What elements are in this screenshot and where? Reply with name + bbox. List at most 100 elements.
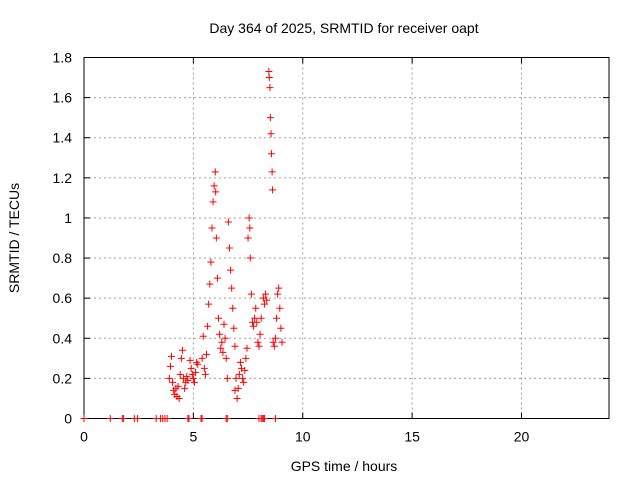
plot-frame	[83, 57, 610, 419]
data-point	[181, 384, 189, 392]
y-axis-label: SRMTID / TECUs	[6, 183, 22, 293]
data-point	[210, 182, 218, 190]
data-point	[269, 338, 277, 346]
data-point	[246, 254, 254, 262]
data-point	[201, 370, 209, 378]
data-point	[225, 244, 233, 252]
data-point	[275, 284, 283, 292]
data-point	[276, 304, 284, 312]
data-point	[263, 296, 271, 304]
data-point	[228, 284, 236, 292]
data-point	[212, 234, 220, 242]
data-point	[165, 374, 173, 382]
data-point	[208, 224, 216, 232]
data-point	[207, 258, 215, 266]
data-point	[176, 370, 184, 378]
data-point	[198, 354, 206, 362]
data-point	[273, 314, 280, 322]
data-point	[243, 344, 251, 352]
data-point	[267, 130, 275, 138]
data-point	[190, 378, 198, 386]
data-point	[184, 376, 192, 384]
data-point	[189, 374, 197, 382]
data-point	[260, 415, 268, 422]
data-point	[183, 372, 191, 380]
data-point	[274, 290, 282, 298]
data-point	[265, 68, 273, 76]
data-point	[186, 356, 194, 364]
data-point	[262, 290, 270, 298]
data-points	[80, 68, 286, 422]
data-point	[241, 366, 249, 374]
data-point	[206, 280, 214, 288]
data-point	[220, 320, 228, 328]
y-tick-label: 1.2	[53, 170, 73, 186]
data-point	[224, 218, 232, 226]
data-point	[247, 290, 255, 298]
x-tick-label: 5	[189, 429, 197, 445]
data-point	[256, 330, 264, 338]
data-point	[106, 415, 114, 422]
data-point	[204, 322, 212, 330]
y-tick-label: 0.2	[53, 370, 73, 386]
data-point	[213, 274, 221, 282]
data-point	[271, 415, 279, 422]
data-point	[266, 114, 274, 122]
data-point	[187, 364, 195, 372]
data-point	[177, 354, 185, 362]
data-point	[253, 318, 261, 326]
data-point	[252, 304, 260, 312]
data-point	[265, 74, 273, 82]
data-point	[269, 186, 277, 194]
data-point	[246, 224, 254, 232]
data-point	[236, 358, 244, 366]
data-point	[223, 415, 231, 422]
axis-ticks: 0 0.2 0.4 0.6 0.8 1 1.2 1.4 1.6 1.8 0 5 10 15 20	[53, 50, 609, 445]
data-point	[211, 168, 219, 176]
data-point	[198, 415, 206, 422]
data-point	[232, 374, 240, 382]
data-point	[271, 334, 279, 342]
x-tick-label: 15	[404, 429, 420, 445]
data-point	[223, 374, 231, 382]
data-point	[215, 314, 223, 322]
data-point	[244, 234, 252, 242]
data-point	[260, 300, 268, 308]
grid-lines	[84, 57, 609, 419]
data-point	[230, 324, 238, 332]
data-point	[119, 415, 127, 422]
y-tick-label: 0.8	[53, 250, 73, 266]
y-tick-label: 0.4	[53, 330, 73, 346]
data-point	[175, 394, 183, 402]
data-point	[234, 384, 242, 392]
data-point	[242, 354, 250, 362]
y-tick-label: 1.8	[53, 50, 73, 66]
chart-title: Day 364 of 2025, SRMTID for receiver oap…	[209, 20, 478, 36]
data-point	[217, 344, 225, 352]
data-point	[166, 362, 174, 370]
data-point	[235, 370, 243, 378]
data-point	[278, 338, 286, 346]
data-point	[205, 300, 213, 308]
data-point	[216, 330, 224, 338]
data-point	[209, 198, 217, 206]
data-point	[277, 324, 285, 332]
data-point	[212, 188, 220, 196]
data-point	[240, 378, 248, 386]
data-point	[200, 364, 208, 372]
data-point	[218, 338, 226, 346]
data-point	[255, 342, 263, 350]
data-point	[231, 342, 239, 350]
data-point	[245, 214, 253, 222]
data-point	[267, 150, 275, 158]
y-tick-label: 0	[64, 411, 72, 427]
data-point	[233, 394, 241, 402]
x-tick-label: 10	[295, 429, 311, 445]
data-point	[266, 84, 274, 92]
y-tick-label: 0.6	[53, 290, 73, 306]
data-point	[251, 314, 259, 322]
data-point	[134, 415, 142, 422]
y-tick-label: 1	[64, 210, 72, 226]
data-point	[227, 266, 235, 274]
